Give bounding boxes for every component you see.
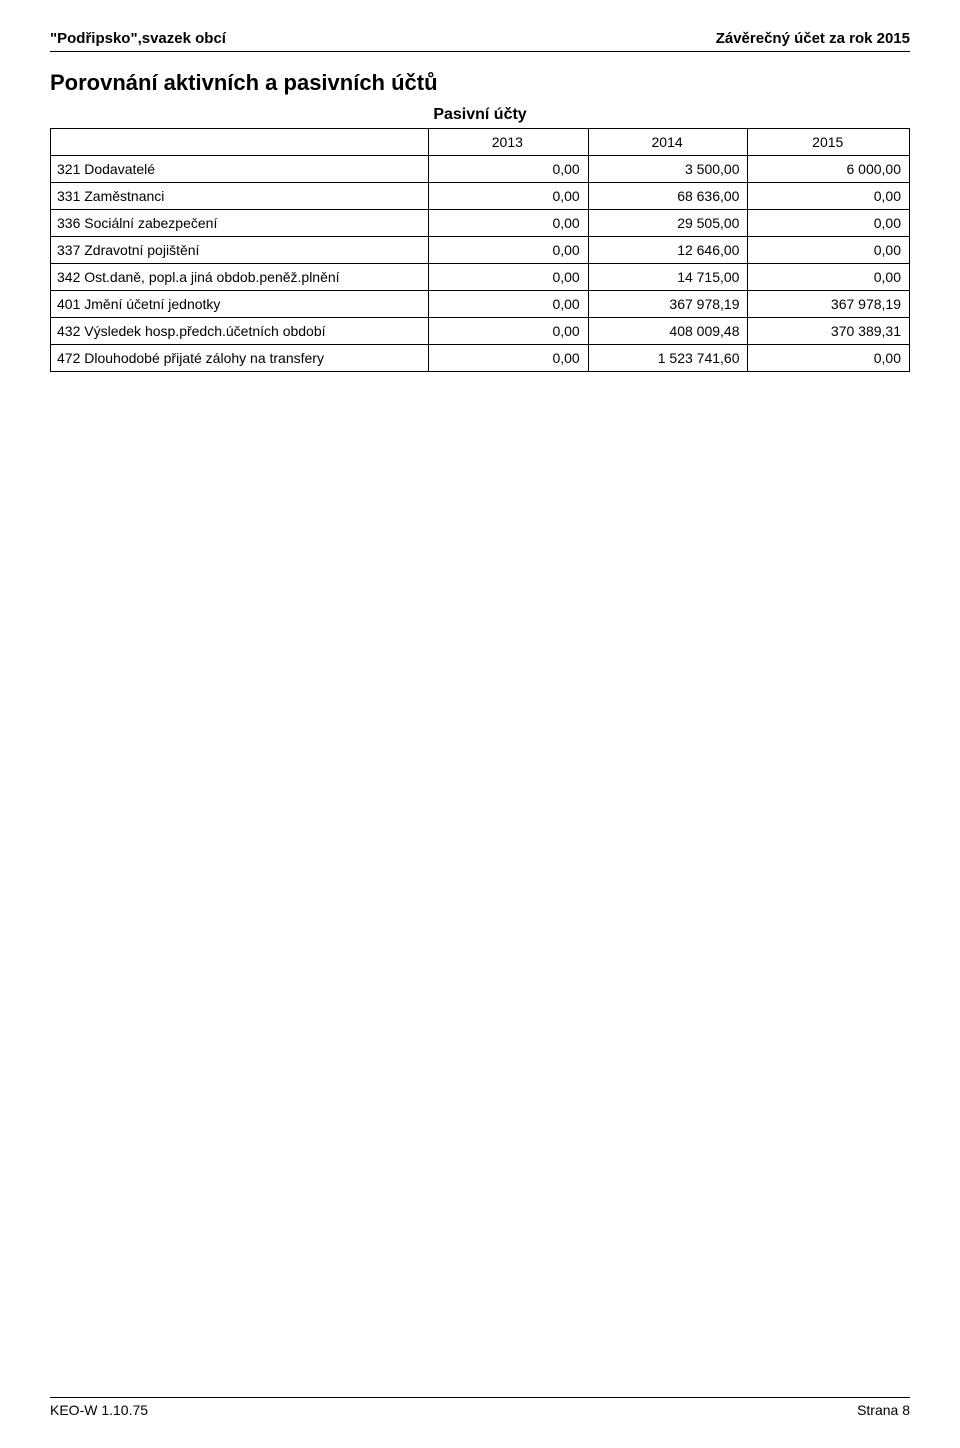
accounts-table: 2013 2014 2015 321 Dodavatelé 0,00 3 500… xyxy=(50,128,910,372)
table-row: 337 Zdravotní pojištění 0,00 12 646,00 0… xyxy=(51,237,910,264)
row-val: 0,00 xyxy=(428,291,588,318)
row-label: 401 Jmění účetní jednotky xyxy=(51,291,429,318)
row-label: 342 Ost.daně, popl.a jiná obdob.peněž.pl… xyxy=(51,264,429,291)
row-val: 68 636,00 xyxy=(588,183,748,210)
row-val: 0,00 xyxy=(428,237,588,264)
row-val: 12 646,00 xyxy=(588,237,748,264)
row-label: 337 Zdravotní pojištění xyxy=(51,237,429,264)
row-val: 0,00 xyxy=(748,264,910,291)
row-val: 0,00 xyxy=(748,237,910,264)
page-footer: KEO-W 1.10.75 Strana 8 xyxy=(50,1397,910,1418)
footer-left: KEO-W 1.10.75 xyxy=(50,1402,148,1418)
row-val: 6 000,00 xyxy=(748,156,910,183)
table-row: 342 Ost.daně, popl.a jiná obdob.peněž.pl… xyxy=(51,264,910,291)
row-val: 367 978,19 xyxy=(588,291,748,318)
table-header-blank xyxy=(51,129,429,156)
row-val: 408 009,48 xyxy=(588,318,748,345)
row-val: 29 505,00 xyxy=(588,210,748,237)
table-header-2015: 2015 xyxy=(748,129,910,156)
row-val: 0,00 xyxy=(428,318,588,345)
row-val: 1 523 741,60 xyxy=(588,345,748,372)
table-row: 321 Dodavatelé 0,00 3 500,00 6 000,00 xyxy=(51,156,910,183)
row-val: 0,00 xyxy=(428,156,588,183)
table-row: 331 Zaměstnanci 0,00 68 636,00 0,00 xyxy=(51,183,910,210)
row-val: 0,00 xyxy=(748,210,910,237)
row-label: 321 Dodavatelé xyxy=(51,156,429,183)
row-val: 0,00 xyxy=(428,210,588,237)
table-header-2013: 2013 xyxy=(428,129,588,156)
table-header-row: 2013 2014 2015 xyxy=(51,129,910,156)
page-header: "Podřipsko",svazek obcí Závěrečný účet z… xyxy=(50,30,910,47)
header-rule xyxy=(50,51,910,52)
row-val: 0,00 xyxy=(428,345,588,372)
row-val: 0,00 xyxy=(428,183,588,210)
table-row: 432 Výsledek hosp.předch.účetních období… xyxy=(51,318,910,345)
section-title: Porovnání aktivních a pasivních účtů xyxy=(50,70,910,96)
table-row: 472 Dlouhodobé přijaté zálohy na transfe… xyxy=(51,345,910,372)
row-val: 0,00 xyxy=(428,264,588,291)
table-row: 401 Jmění účetní jednotky 0,00 367 978,1… xyxy=(51,291,910,318)
row-label: 336 Sociální zabezpečení xyxy=(51,210,429,237)
footer-rule xyxy=(50,1397,910,1398)
table-header-2014: 2014 xyxy=(588,129,748,156)
row-val: 3 500,00 xyxy=(588,156,748,183)
header-right: Závěrečný účet za rok 2015 xyxy=(716,30,910,47)
row-val: 14 715,00 xyxy=(588,264,748,291)
table-row: 336 Sociální zabezpečení 0,00 29 505,00 … xyxy=(51,210,910,237)
row-val: 0,00 xyxy=(748,345,910,372)
row-label: 432 Výsledek hosp.předch.účetních období xyxy=(51,318,429,345)
row-val: 370 389,31 xyxy=(748,318,910,345)
row-label: 472 Dlouhodobé přijaté zálohy na transfe… xyxy=(51,345,429,372)
subtitle: Pasivní účty xyxy=(50,106,910,124)
row-label: 331 Zaměstnanci xyxy=(51,183,429,210)
footer-right: Strana 8 xyxy=(857,1402,910,1418)
row-val: 0,00 xyxy=(748,183,910,210)
header-left: "Podřipsko",svazek obcí xyxy=(50,30,226,47)
row-val: 367 978,19 xyxy=(748,291,910,318)
